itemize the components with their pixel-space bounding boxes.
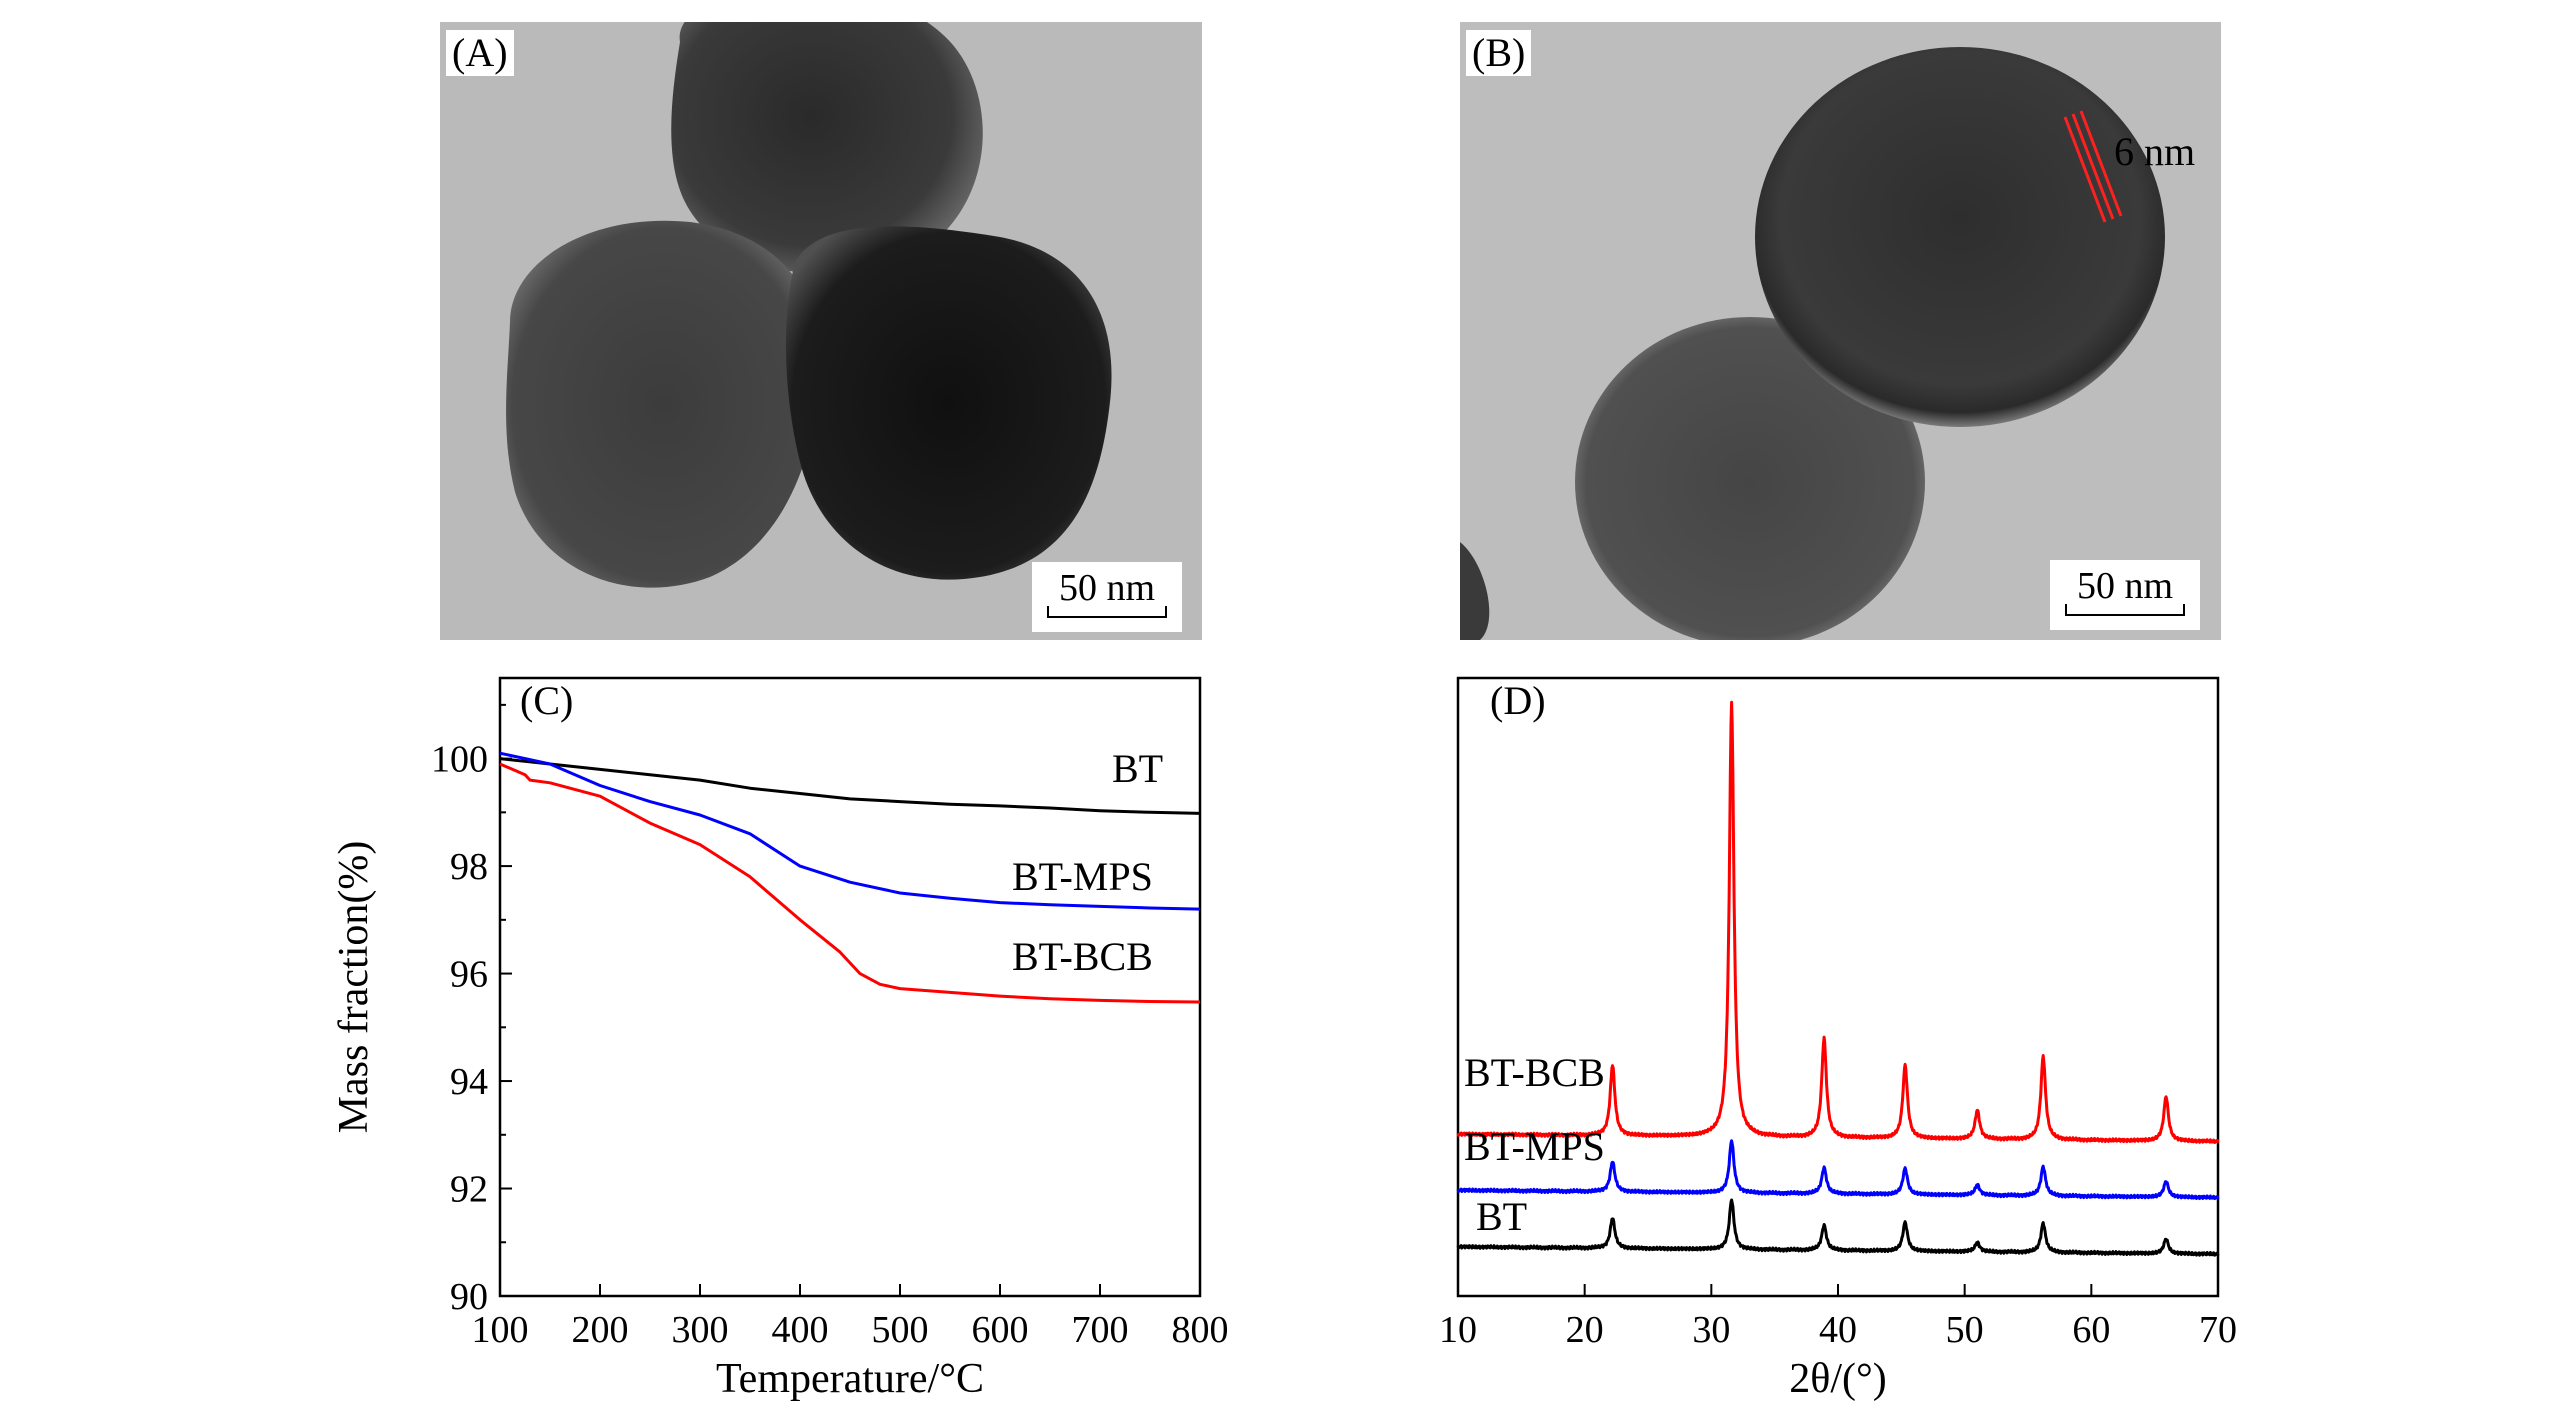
curve-label-bt-bcb-d: BT-BCB: [1464, 1050, 1605, 1095]
scale-bar-b-line: [2065, 604, 2185, 616]
xrd-series-bt: [1456, 1198, 2220, 1257]
shell-thickness-label: 6 nm: [2114, 129, 2196, 174]
y-tick-label-c: 92: [450, 1169, 488, 1211]
y-axis-label-c: Mass fraction(%): [331, 841, 377, 1134]
tem-image-a: [440, 22, 1202, 640]
x-tick-label-c: 300: [672, 1309, 729, 1351]
x-tick-label-d: 60: [2072, 1309, 2110, 1351]
x-tick-label-d: 50: [1946, 1309, 1984, 1351]
scale-bar-b-text: 50 nm: [2076, 565, 2174, 607]
x-tick-label-d: 30: [1692, 1309, 1730, 1351]
scale-bar-b: 50 nm: [2050, 560, 2200, 630]
panel-label-c: (C): [520, 678, 573, 723]
xrd-series-bt-mps: [1456, 1139, 2220, 1201]
x-tick-label-c: 700: [1072, 1309, 1129, 1351]
curve-label-bt-mps: BT-MPS: [1012, 854, 1153, 899]
scale-bar-a: 50 nm: [1032, 562, 1182, 632]
tga-chart: 100 200 300 400 500 600 700 800 90 92 94 96 98 100 (C…: [331, 676, 1229, 1402]
y-tick-label-c: 98: [450, 846, 488, 888]
panel-label-a: (A): [446, 30, 514, 76]
x-axis-label-d: 2θ/(°): [1789, 1356, 1887, 1402]
scale-bar-a-line: [1047, 606, 1167, 618]
y-tick-label-c: 90: [450, 1276, 488, 1318]
scale-bar-a-text: 50 nm: [1058, 567, 1156, 609]
x-tick-label-d: 40: [1819, 1309, 1857, 1351]
plot-frame-c: [498, 676, 1202, 1298]
x-tick-label-d: 70: [2199, 1309, 2237, 1351]
x-tick-label-c: 800: [1172, 1309, 1229, 1351]
series-line-bt: [499, 757, 1201, 815]
y-tick-label-c: 100: [431, 739, 488, 781]
y-tick-label-c: 96: [450, 954, 488, 996]
curve-label-bt-bcb: BT-BCB: [1012, 934, 1153, 979]
x-axis-label-c: Temperature/°C: [716, 1356, 984, 1402]
y-tick-label-c: 94: [450, 1061, 488, 1103]
xrd-chart: 10 20 30 40 50 60 70 (D) BT-BCB BT-MPS BT 2θ/(…: [1440, 676, 2237, 1402]
curve-label-bt: BT: [1112, 746, 1163, 791]
x-tick-label-c: 500: [872, 1309, 929, 1351]
x-tick-label-d: 10: [1440, 1309, 1477, 1351]
series-line-bt-mps: [499, 751, 1201, 911]
x-tick-label-d: 20: [1566, 1309, 1604, 1351]
x-tick-label-c: 100: [472, 1309, 529, 1351]
x-tick-label-c: 200: [572, 1309, 629, 1351]
tem-image-b: [1460, 22, 2221, 640]
x-tick-label-c: 400: [772, 1309, 829, 1351]
curve-label-bt-mps-d: BT-MPS: [1464, 1124, 1605, 1169]
x-tick-label-c: 600: [972, 1309, 1029, 1351]
plot-frame-d: [1456, 676, 2220, 1298]
panel-label-d: (D): [1490, 678, 1546, 723]
panel-label-b: (B): [1466, 30, 1532, 76]
series-line-bt-bcb: [499, 762, 1201, 1004]
curve-label-bt-d: BT: [1476, 1194, 1527, 1239]
xrd-series-bt-bcb: [1456, 700, 2220, 1144]
